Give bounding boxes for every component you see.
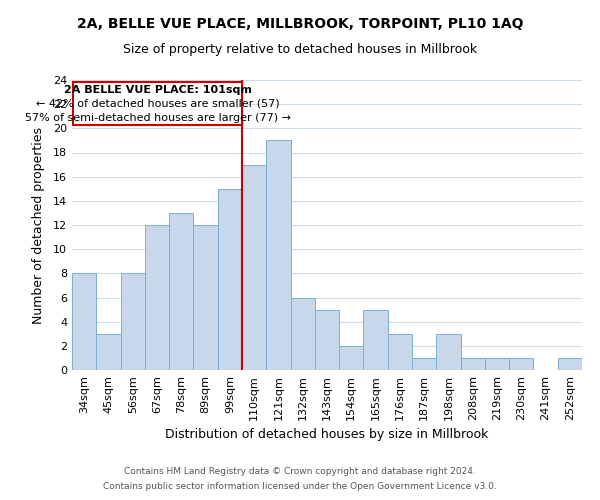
Bar <box>193 225 218 370</box>
Bar <box>315 310 339 370</box>
Text: 2A, BELLE VUE PLACE, MILLBROOK, TORPOINT, PL10 1AQ: 2A, BELLE VUE PLACE, MILLBROOK, TORPOINT… <box>77 18 523 32</box>
Bar <box>96 334 121 370</box>
Text: ← 42% of detached houses are smaller (57): ← 42% of detached houses are smaller (57… <box>36 98 280 108</box>
Bar <box>461 358 485 370</box>
Bar <box>558 358 582 370</box>
Bar <box>485 358 509 370</box>
Bar <box>169 213 193 370</box>
Bar <box>72 274 96 370</box>
Text: Contains public sector information licensed under the Open Government Licence v3: Contains public sector information licen… <box>103 482 497 491</box>
Y-axis label: Number of detached properties: Number of detached properties <box>32 126 44 324</box>
Bar <box>290 298 315 370</box>
Bar <box>242 164 266 370</box>
Text: 2A BELLE VUE PLACE: 101sqm: 2A BELLE VUE PLACE: 101sqm <box>64 85 251 95</box>
X-axis label: Distribution of detached houses by size in Millbrook: Distribution of detached houses by size … <box>166 428 488 441</box>
Bar <box>364 310 388 370</box>
Bar <box>218 188 242 370</box>
Text: Contains HM Land Registry data © Crown copyright and database right 2024.: Contains HM Land Registry data © Crown c… <box>124 467 476 476</box>
Bar <box>339 346 364 370</box>
Bar <box>509 358 533 370</box>
Text: 57% of semi-detached houses are larger (77) →: 57% of semi-detached houses are larger (… <box>25 112 290 122</box>
Bar <box>436 334 461 370</box>
Bar <box>412 358 436 370</box>
Bar <box>121 274 145 370</box>
Bar <box>145 225 169 370</box>
Bar <box>266 140 290 370</box>
FancyBboxPatch shape <box>73 82 242 124</box>
Bar <box>388 334 412 370</box>
Text: Size of property relative to detached houses in Millbrook: Size of property relative to detached ho… <box>123 42 477 56</box>
